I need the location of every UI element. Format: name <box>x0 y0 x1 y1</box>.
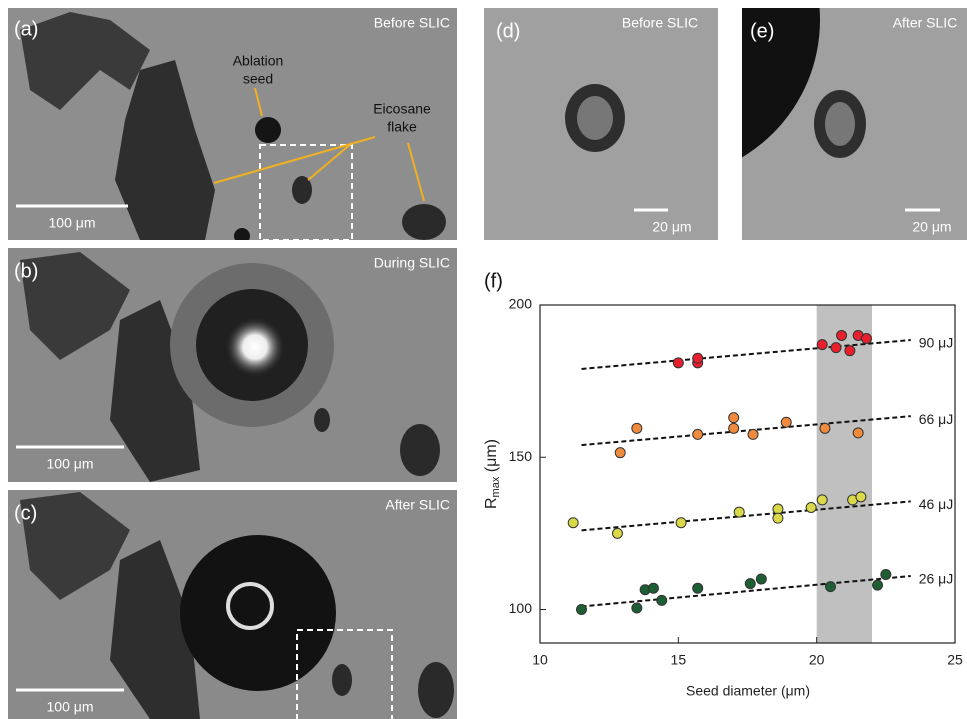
annotation: seed <box>243 71 273 87</box>
point <box>817 340 827 350</box>
x-tick-label: 25 <box>947 652 963 668</box>
x-axis-label: Seed diameter (μm) <box>686 683 810 699</box>
point <box>693 353 703 363</box>
point <box>648 583 658 593</box>
panel-caption: During SLIC <box>374 255 450 271</box>
point <box>873 580 883 590</box>
point <box>781 417 791 427</box>
scale-bar-label: 100 μm <box>49 215 96 231</box>
annotation: flake <box>387 119 417 135</box>
point <box>632 423 642 433</box>
x-tick-label: 10 <box>532 652 548 668</box>
panel-caption: Before SLIC <box>622 15 698 31</box>
scale-bar-label: 100 μm <box>47 699 94 715</box>
point <box>673 358 683 368</box>
x-tick-label: 20 <box>809 652 825 668</box>
y-tick-label: 150 <box>509 448 533 464</box>
y-tick-label: 200 <box>509 296 533 312</box>
point <box>748 429 758 439</box>
panel-label: (a) <box>14 18 38 40</box>
annotation: Ablation <box>233 53 284 69</box>
point <box>612 528 622 538</box>
y-tick-label: 100 <box>509 600 533 616</box>
point <box>632 603 642 613</box>
scale-bar-label: 20 μm <box>652 219 691 235</box>
point <box>831 343 841 353</box>
point <box>734 507 744 517</box>
figure: (a) Before SLIC Ablation seed Eicosane f… <box>0 0 967 719</box>
point <box>881 569 891 579</box>
point <box>820 423 830 433</box>
series-label: 66 μJ <box>919 411 954 427</box>
point <box>856 492 866 502</box>
panel-label: (d) <box>496 20 520 42</box>
point <box>568 518 578 528</box>
point <box>676 518 686 528</box>
point <box>806 502 816 512</box>
scale-bar-label: 100 μm <box>47 456 94 472</box>
point <box>615 448 625 458</box>
panel-d-image <box>484 8 718 240</box>
point <box>729 413 739 423</box>
point <box>837 330 847 340</box>
point <box>773 504 783 514</box>
plot-frame <box>540 305 955 643</box>
x-tick-label: 15 <box>671 652 687 668</box>
point <box>861 333 871 343</box>
panel-label: (e) <box>750 20 774 42</box>
point <box>729 423 739 433</box>
y-label-unit: (μm) <box>483 439 500 477</box>
point <box>756 574 766 584</box>
point <box>853 428 863 438</box>
point <box>577 605 587 615</box>
series-label: 90 μJ <box>919 335 954 351</box>
point <box>657 595 667 605</box>
scale-bar-label: 20 μm <box>912 219 951 235</box>
panel-caption: After SLIC <box>385 497 450 513</box>
panel-c-image <box>8 490 457 719</box>
y-label-subscript: max <box>490 476 502 497</box>
point <box>745 579 755 589</box>
point <box>845 346 855 356</box>
panel-label: (c) <box>14 502 37 524</box>
point <box>693 429 703 439</box>
panel-caption: After SLIC <box>893 15 958 31</box>
highlight-band <box>817 305 872 643</box>
point <box>826 582 836 592</box>
panel-label: (b) <box>14 260 38 282</box>
panel-caption: Before SLIC <box>374 15 450 31</box>
series-label: 26 μJ <box>919 571 954 587</box>
panel-label: (f) <box>484 270 503 292</box>
series-label: 46 μJ <box>919 496 954 512</box>
point <box>693 583 703 593</box>
annotation: Eicosane <box>373 101 431 117</box>
point <box>773 513 783 523</box>
point <box>817 495 827 505</box>
y-axis-label: Rmax (μm) <box>483 439 502 509</box>
y-label-symbol: R <box>483 497 500 509</box>
